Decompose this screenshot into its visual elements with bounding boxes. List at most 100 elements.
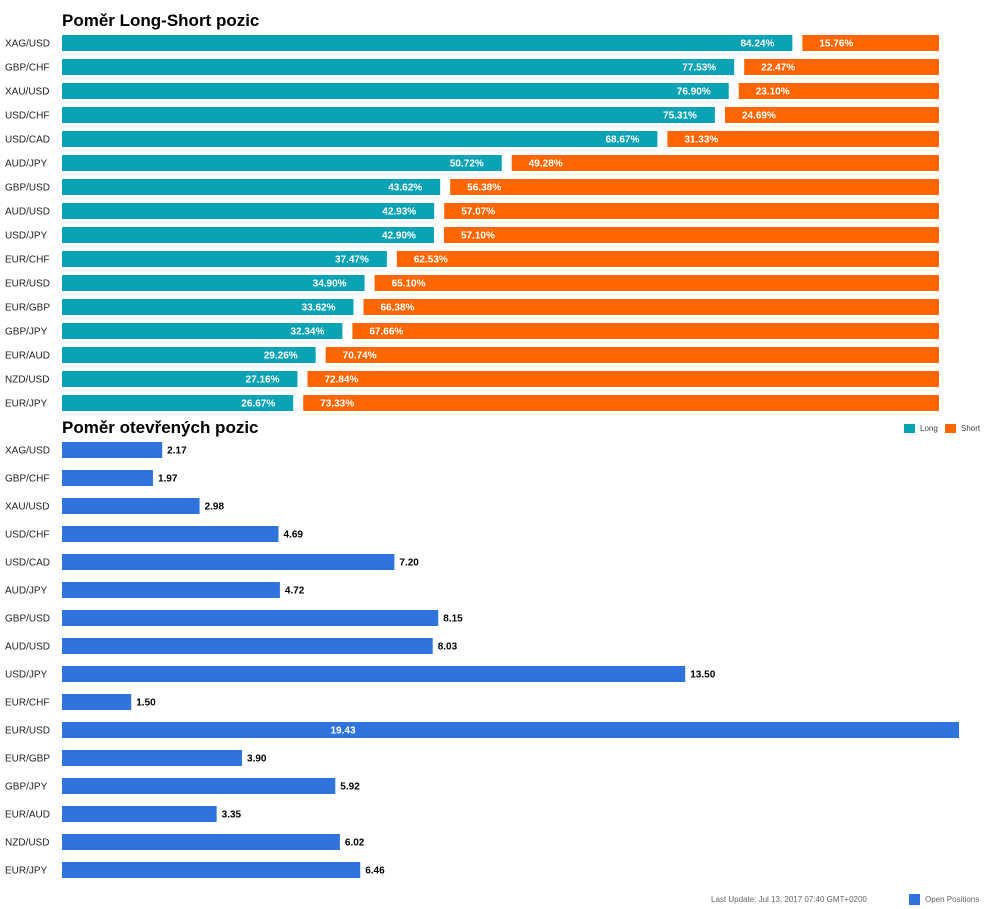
category-label: AUD/USD	[5, 642, 50, 653]
short-value-label: 56.38%	[467, 183, 501, 194]
short-bar	[450, 179, 939, 195]
category-label: AUD/JPY	[5, 586, 48, 597]
category-label: AUD/USD	[5, 207, 50, 218]
category-label: USD/CHF	[5, 530, 49, 541]
category-label: XAG/USD	[5, 39, 50, 50]
short-bar	[744, 59, 939, 75]
open-positions-chart-title: Poměr otevřených pozic	[62, 418, 259, 437]
long-bar	[62, 347, 316, 363]
category-label: EUR/GBP	[5, 303, 50, 314]
open-positions-value-label: 8.03	[438, 642, 458, 653]
open-positions-value-label: 4.69	[284, 530, 304, 541]
long-bar	[62, 35, 793, 51]
category-label: NZD/USD	[5, 838, 49, 849]
short-bar	[444, 203, 939, 219]
short-bar	[363, 299, 939, 315]
open-positions-bar	[62, 442, 163, 458]
long-value-label: 34.90%	[313, 279, 347, 290]
category-label: USD/CAD	[5, 135, 50, 146]
short-bar	[396, 251, 940, 267]
open-positions-bar	[62, 806, 217, 822]
long-bar	[62, 275, 365, 291]
open-positions-value-label: 3.35	[222, 810, 242, 821]
long-bar	[62, 179, 441, 195]
long-value-label: 50.72%	[450, 159, 484, 170]
long-value-label: 42.93%	[382, 207, 416, 218]
long-bar	[62, 83, 729, 99]
last-update-text: Last Update: Jul 13, 2017 07:40 GMT+0200	[711, 895, 867, 904]
open-positions-bar	[62, 498, 200, 514]
category-label: XAG/USD	[5, 446, 50, 457]
short-bar	[738, 83, 939, 99]
short-value-label: 31.33%	[684, 135, 718, 146]
legend-long-label: Long	[920, 424, 938, 433]
category-label: EUR/CHF	[5, 255, 49, 266]
long-value-label: 84.24%	[740, 39, 774, 50]
open-positions-bar	[62, 582, 280, 598]
legend-open-positions-label: Open Positions	[925, 895, 979, 904]
long-bar	[62, 371, 298, 387]
category-label: USD/CHF	[5, 111, 49, 122]
open-positions-value-label: 1.97	[158, 474, 178, 485]
short-bar	[352, 323, 939, 339]
category-label: NZD/USD	[5, 375, 49, 386]
long-short-legend: Long Short	[904, 424, 981, 433]
category-label: EUR/AUD	[5, 351, 50, 362]
long-bar	[62, 323, 343, 339]
long-value-label: 76.90%	[677, 87, 711, 98]
short-value-label: 62.53%	[414, 255, 448, 266]
short-bar	[724, 107, 939, 123]
short-value-label: 65.10%	[392, 279, 426, 290]
category-label: XAU/USD	[5, 502, 49, 513]
short-bar	[443, 227, 939, 243]
open-positions-value-label: 4.72	[285, 586, 305, 597]
category-label: GBP/CHF	[5, 474, 49, 485]
open-positions-value-label: 2.98	[205, 502, 225, 513]
open-positions-value-label: 3.90	[247, 754, 267, 765]
long-value-label: 33.62%	[302, 303, 336, 314]
short-value-label: 72.84%	[324, 375, 358, 386]
open-positions-bar	[62, 526, 279, 542]
legend-open-positions-swatch	[909, 894, 920, 905]
open-positions-bar	[62, 554, 395, 570]
short-bar	[667, 131, 939, 147]
category-label: EUR/JPY	[5, 399, 48, 410]
short-value-label: 49.28%	[529, 159, 563, 170]
open-positions-value-label: 6.46	[365, 866, 385, 877]
category-label: EUR/AUD	[5, 810, 50, 821]
long-bar	[62, 155, 502, 171]
open-positions-value-label: 6.02	[345, 838, 365, 849]
category-label: EUR/USD	[5, 279, 50, 290]
long-bar	[62, 227, 434, 243]
short-value-label: 67.66%	[369, 327, 403, 338]
short-bar	[511, 155, 939, 171]
short-bar	[374, 275, 939, 291]
category-label: EUR/CHF	[5, 698, 49, 709]
open-positions-bar	[62, 610, 439, 626]
open-positions-value-label: 13.50	[690, 670, 715, 681]
category-label: EUR/JPY	[5, 866, 48, 877]
short-bar	[325, 347, 939, 363]
category-label: GBP/JPY	[5, 782, 48, 793]
category-label: EUR/USD	[5, 726, 50, 737]
long-value-label: 27.16%	[246, 375, 280, 386]
long-bar	[62, 251, 387, 267]
long-bar	[62, 107, 715, 123]
open-positions-bar	[62, 638, 433, 654]
legend-long-swatch	[904, 424, 915, 433]
open-positions-value-label: 1.50	[136, 698, 156, 709]
open-positions-bar	[62, 862, 361, 878]
long-value-label: 68.67%	[605, 135, 639, 146]
open-positions-bar	[62, 778, 336, 794]
long-value-label: 29.26%	[264, 351, 298, 362]
category-label: AUD/JPY	[5, 159, 48, 170]
long-value-label: 26.67%	[241, 399, 275, 410]
open-positions-bar	[62, 722, 959, 738]
long-value-label: 32.34%	[290, 327, 324, 338]
category-label: GBP/JPY	[5, 327, 48, 338]
short-value-label: 24.69%	[742, 111, 776, 122]
open-positions-bar	[62, 750, 243, 766]
open-positions-bar	[62, 470, 153, 486]
open-positions-value-label: 19.43	[331, 726, 356, 737]
category-label: GBP/USD	[5, 614, 50, 625]
